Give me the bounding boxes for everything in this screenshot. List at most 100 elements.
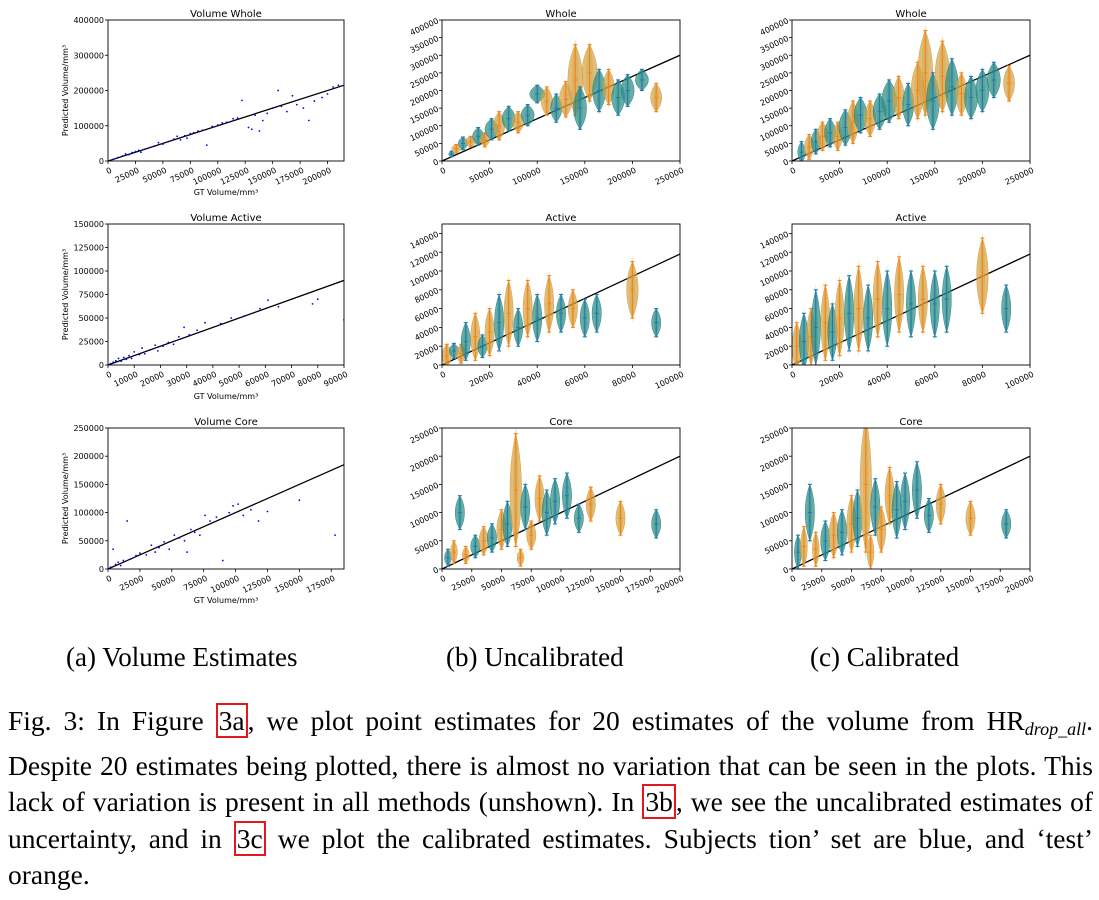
- x-tick-label: 150000: [594, 574, 625, 595]
- y-tick-label: 50000: [763, 140, 790, 159]
- plot-area: [442, 253, 680, 365]
- ref-link-3c[interactable]: 3c: [233, 820, 266, 856]
- data-point: [267, 299, 269, 302]
- violin: [470, 309, 481, 364]
- data-point: [188, 334, 191, 336]
- x-tick-label: 125000: [219, 166, 250, 187]
- violin: [804, 480, 815, 546]
- violin: [626, 257, 639, 323]
- x-axis-label: GT Volume/mm³: [194, 596, 259, 605]
- violin: [799, 309, 809, 365]
- y-tick-label: 25000: [79, 338, 104, 347]
- data-point: [254, 114, 256, 117]
- ref-link-3a[interactable]: 3a: [215, 703, 248, 738]
- data-point: [190, 528, 192, 531]
- data-point: [211, 125, 214, 128]
- data-point: [173, 534, 176, 537]
- y-tick-label: 0: [432, 565, 440, 575]
- data-point: [193, 531, 196, 534]
- data-point: [291, 94, 294, 97]
- subcaption-c: (c) Calibrated: [810, 642, 960, 672]
- y-tick-label: 100000: [73, 267, 104, 276]
- violin: [520, 481, 531, 533]
- y-tick-label: 250000: [759, 424, 790, 445]
- x-tick-label: 100000: [1004, 370, 1035, 391]
- x-tick-label: 0: [439, 370, 447, 380]
- violin: [975, 66, 990, 115]
- x-tick-label: 20000: [139, 370, 166, 389]
- chart-title: Active: [546, 213, 577, 224]
- y-tick-label: 400000: [73, 16, 104, 25]
- data-point: [237, 503, 240, 506]
- x-tick-label: 200000: [606, 166, 637, 187]
- violin: [585, 484, 596, 524]
- violin: [494, 290, 505, 356]
- violin: [470, 533, 481, 560]
- y-tick-label: 80000: [413, 286, 440, 305]
- data-point: [140, 151, 142, 154]
- data-point: [157, 141, 160, 144]
- data-point: [266, 112, 269, 115]
- violin: [797, 140, 806, 161]
- violin: [513, 305, 524, 350]
- y-tick-label: 0: [782, 157, 790, 167]
- y-tick-label: 50000: [79, 314, 104, 323]
- axes-frame: [441, 223, 681, 366]
- x-tick-label: 75000: [510, 574, 537, 593]
- x-tick-label: 25000: [114, 166, 141, 185]
- x-tick-label: 40000: [191, 370, 218, 389]
- data-point: [189, 132, 192, 135]
- violin: [834, 274, 845, 362]
- y-tick-label: 150000: [759, 481, 790, 502]
- x-tick-label: 25000: [118, 574, 145, 593]
- data-point: [216, 124, 219, 126]
- ref-link-3b[interactable]: 3b: [642, 784, 676, 819]
- data-point: [109, 362, 112, 365]
- data-point: [154, 344, 157, 347]
- plot-area: [442, 428, 680, 569]
- chart-title: Core: [549, 417, 572, 428]
- data-point: [130, 557, 132, 560]
- chart-title: Volume Core: [194, 417, 258, 428]
- violin: [955, 69, 968, 119]
- violin: [964, 73, 978, 122]
- y-tick-label: 200000: [73, 452, 104, 461]
- violin: [592, 66, 606, 115]
- violin: [479, 131, 490, 148]
- x-tick-label: 100000: [654, 370, 685, 391]
- y-tick-label: 250000: [409, 424, 440, 445]
- x-tick-label: 200000: [1004, 574, 1035, 595]
- data-point: [179, 138, 182, 141]
- axes-frame: [107, 19, 345, 162]
- data-point: [163, 541, 166, 543]
- x-tick-label: 50000: [468, 166, 495, 185]
- x-tick-label: 250000: [1004, 166, 1035, 187]
- panel-a-core: Volume Core 0 25000 50000 75000 100000 125000 1…: [60, 416, 355, 615]
- x-tick-label: 0: [105, 166, 113, 176]
- data-point: [143, 148, 146, 151]
- data-point: [257, 520, 260, 522]
- violin: [611, 77, 625, 118]
- violin: [573, 83, 587, 133]
- data-point: [156, 350, 159, 352]
- x-tick-label: 200000: [956, 166, 987, 187]
- data-point: [196, 329, 199, 332]
- data-point: [259, 307, 261, 310]
- violin: [872, 255, 883, 343]
- data-point: [148, 146, 151, 149]
- chart-title: Core: [899, 417, 922, 428]
- data-point: [134, 150, 137, 153]
- y-tick-label: 0: [432, 157, 440, 167]
- violin: [448, 150, 455, 158]
- violin: [462, 545, 470, 565]
- violin: [451, 143, 462, 154]
- data-point: [154, 551, 157, 553]
- data-point: [243, 315, 246, 318]
- violin: [573, 502, 584, 535]
- data-point: [162, 345, 164, 348]
- caption-fig-label: Fig. 3:: [8, 705, 85, 736]
